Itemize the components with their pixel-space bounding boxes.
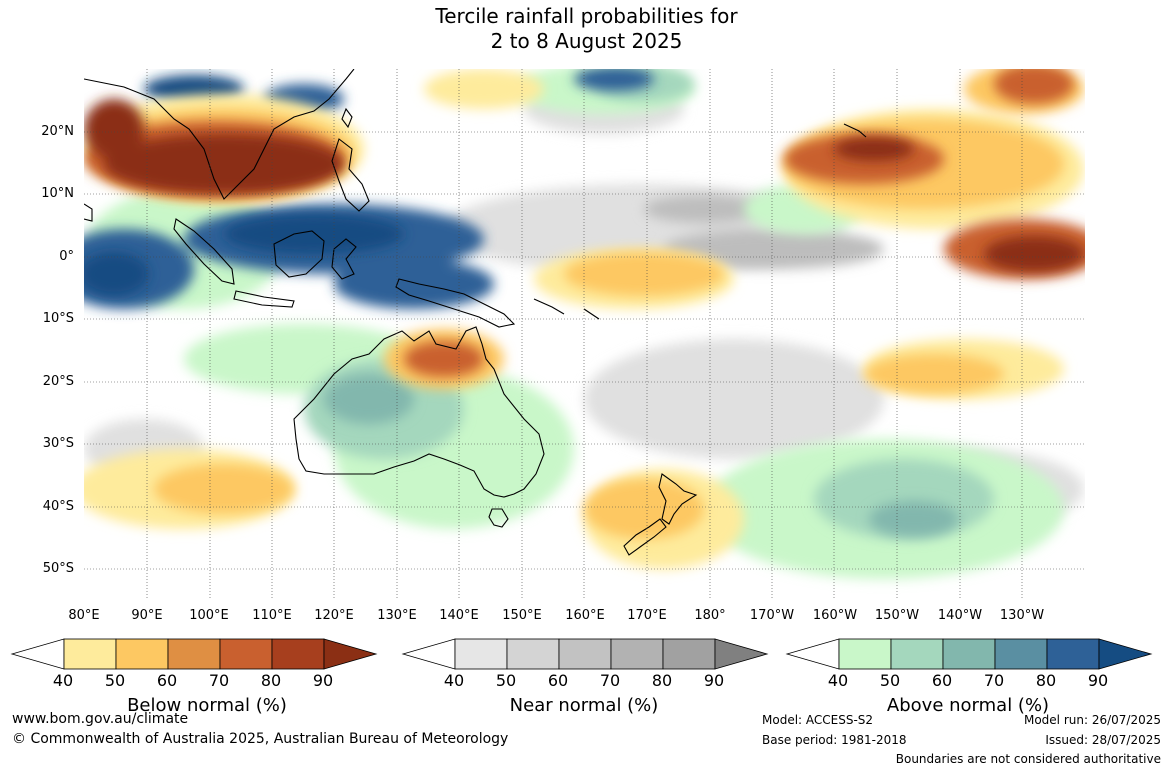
cbar-segment (994, 638, 1048, 670)
colorbar-below-normal (10, 638, 378, 670)
lon-label-140w: 140°W (937, 608, 983, 623)
lon-label-150w: 150°W (874, 608, 920, 623)
colorbar-near-normal (401, 638, 769, 670)
cbar-high-extend (323, 638, 378, 670)
title-line-1: Tercile rainfall probabilities for (435, 4, 738, 28)
cbar-near-tick: 60 (547, 671, 569, 690)
lon-label-160w: 160°W (812, 608, 858, 623)
cbar-segment (454, 638, 508, 670)
cbar-segment (890, 638, 944, 670)
cbar-near-tick: 50 (495, 671, 517, 690)
cbar-segment (610, 638, 664, 670)
cbar-below-tick: 40 (52, 671, 74, 690)
coastlines (84, 69, 867, 556)
cbar-segment (662, 638, 716, 670)
lon-label-130e: 130°E (377, 608, 417, 623)
cbar-below-tick: 50 (104, 671, 126, 690)
lat-label-10n: 10°N (41, 186, 74, 201)
cbar-above-tick: 90 (1087, 671, 1109, 690)
lat-label-50s: 50°S (42, 561, 74, 576)
map-title: Tercile rainfall probabilities for 2 to … (0, 4, 1173, 54)
footer-disclaimer: Boundaries are not considered authoritat… (895, 752, 1161, 766)
cbar-near-title: Near normal (%) (509, 695, 659, 716)
footer-model-run: Model run: 26/07/2025 (1023, 713, 1161, 727)
cbar-segment (838, 638, 892, 670)
lat-label-10s: 10°S (42, 311, 74, 326)
lon-label-80e: 80°E (68, 608, 100, 623)
cbar-low-extend (401, 638, 456, 670)
cbar-below-tick: 90 (312, 671, 334, 690)
cbar-low-extend (10, 638, 65, 670)
cbar-below-tick: 80 (260, 671, 282, 690)
lat-label-40s: 40°S (42, 499, 74, 514)
lat-label-0: 0° (59, 249, 74, 264)
cbar-near-tick: 70 (599, 671, 621, 690)
lon-label-140e: 140°E (439, 608, 479, 623)
lon-label-170e: 170°E (627, 608, 667, 623)
lat-label-20n: 20°N (41, 124, 74, 139)
lon-label-170w: 170°W (749, 608, 795, 623)
cbar-above-tick: 40 (827, 671, 849, 690)
cbar-near-tick: 80 (651, 671, 673, 690)
cbar-high-extend (1098, 638, 1153, 670)
cbar-segment (558, 638, 612, 670)
cbar-segment (167, 638, 221, 670)
cbar-above-tick: 80 (1035, 671, 1057, 690)
cbar-segment (115, 638, 169, 670)
colorbar-above-normal (785, 638, 1153, 670)
cbar-above-tick: 50 (879, 671, 901, 690)
lat-label-30s: 30°S (42, 436, 74, 451)
cbar-segment (271, 638, 325, 670)
lon-label-110e: 110°E (252, 608, 292, 623)
cbar-above-tick: 60 (931, 671, 953, 690)
graticule (84, 69, 1085, 600)
cbar-below-tick: 60 (156, 671, 178, 690)
footer-url: www.bom.gov.au/climate (12, 711, 189, 727)
cbar-segment (63, 638, 117, 670)
footer-model: Model: ACCESS-S2 (762, 713, 874, 727)
cbar-segment (219, 638, 273, 670)
lon-label-90e: 90°E (131, 608, 163, 623)
rainfall-field (84, 69, 1085, 579)
lon-label-130w: 130°W (999, 608, 1045, 623)
cbar-low-extend (785, 638, 840, 670)
lat-label-20s: 20°S (42, 374, 74, 389)
title-line-2: 2 to 8 August 2025 (490, 29, 683, 53)
probability-map (84, 69, 1085, 600)
cbar-near-tick: 40 (443, 671, 465, 690)
cbar-segment (1046, 638, 1100, 670)
cbar-below-title: Below normal (%) (127, 695, 287, 716)
lon-label-100e: 100°E (189, 608, 229, 623)
cbar-above-tick: 70 (983, 671, 1005, 690)
lon-label-120e: 120°E (314, 608, 354, 623)
cbar-below-tick: 70 (208, 671, 230, 690)
footer-issued: Issued: 28/07/2025 (1045, 733, 1161, 747)
cbar-near-tick: 90 (703, 671, 725, 690)
lon-label-180: 180° (694, 608, 726, 623)
cbar-above-title: Above normal (%) (886, 695, 1050, 716)
lon-label-160e: 160°E (565, 608, 605, 623)
footer-base-period: Base period: 1981-2018 (762, 733, 907, 747)
map-canvas (84, 69, 1085, 600)
cbar-high-extend (714, 638, 769, 670)
footer-copyright: © Commonwealth of Australia 2025, Austra… (12, 731, 509, 747)
cbar-segment (506, 638, 560, 670)
cbar-segment (942, 638, 996, 670)
lon-label-150e: 150°E (502, 608, 542, 623)
